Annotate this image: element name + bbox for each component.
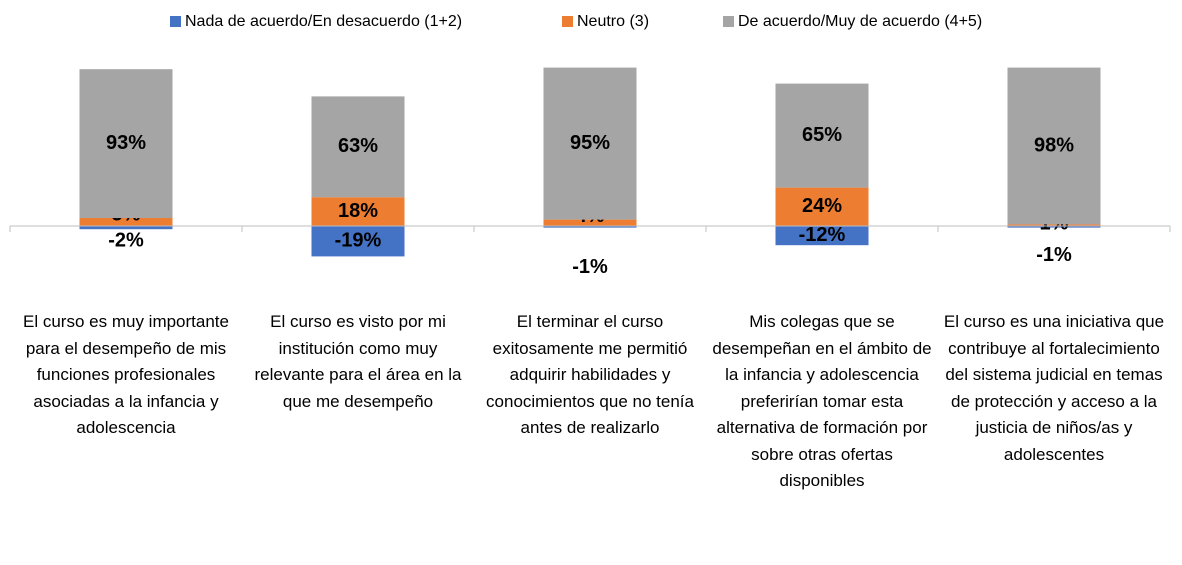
bar-segment [543, 219, 637, 226]
data-label: -2% [108, 229, 144, 251]
bar-segment [1007, 226, 1101, 228]
bar-segment [79, 218, 173, 226]
legend-swatch [562, 16, 573, 27]
legend-swatch [170, 16, 181, 27]
x-tick-label: El terminar el curso exitosamente me per… [486, 312, 694, 437]
bar-segment [1007, 224, 1101, 226]
bar-segment [775, 83, 869, 188]
data-label: 63% [338, 135, 378, 157]
data-label: 93% [106, 132, 146, 154]
legend-label: Neutro (3) [577, 13, 649, 30]
bar-segment [543, 226, 637, 228]
data-label: -19% [335, 229, 382, 251]
data-label: -12% [799, 224, 846, 246]
bar-segment [311, 96, 405, 198]
bar-segment [311, 197, 405, 226]
data-label: -1% [572, 256, 608, 278]
data-label: 65% [802, 124, 842, 146]
legend-label: Nada de acuerdo/En desacuerdo (1+2) [185, 13, 462, 30]
x-tick-label: El curso es muy importante para el desem… [23, 312, 229, 437]
bar-segment [543, 67, 637, 220]
bar-segment [311, 226, 405, 257]
data-label: 18% [338, 200, 378, 222]
bar-segment [79, 226, 173, 230]
bar-segment [775, 187, 869, 226]
legend-swatch [723, 16, 734, 27]
x-tick-label: El curso es visto por mi institución com… [254, 312, 462, 411]
bar-segment [79, 69, 173, 218]
data-label: -1% [1036, 244, 1072, 266]
data-label: 24% [802, 195, 842, 217]
x-tick-label: Mis colegas que se desempeñan en el ámbi… [712, 312, 932, 490]
legend-label: De acuerdo/Muy de acuerdo (4+5) [738, 13, 982, 30]
data-label: 95% [570, 132, 610, 154]
x-tick-label: El curso es una iniciativa que contribuy… [943, 312, 1165, 464]
bar-segment [1007, 67, 1101, 225]
data-label: 98% [1034, 134, 1074, 156]
bar-segment [775, 226, 869, 246]
